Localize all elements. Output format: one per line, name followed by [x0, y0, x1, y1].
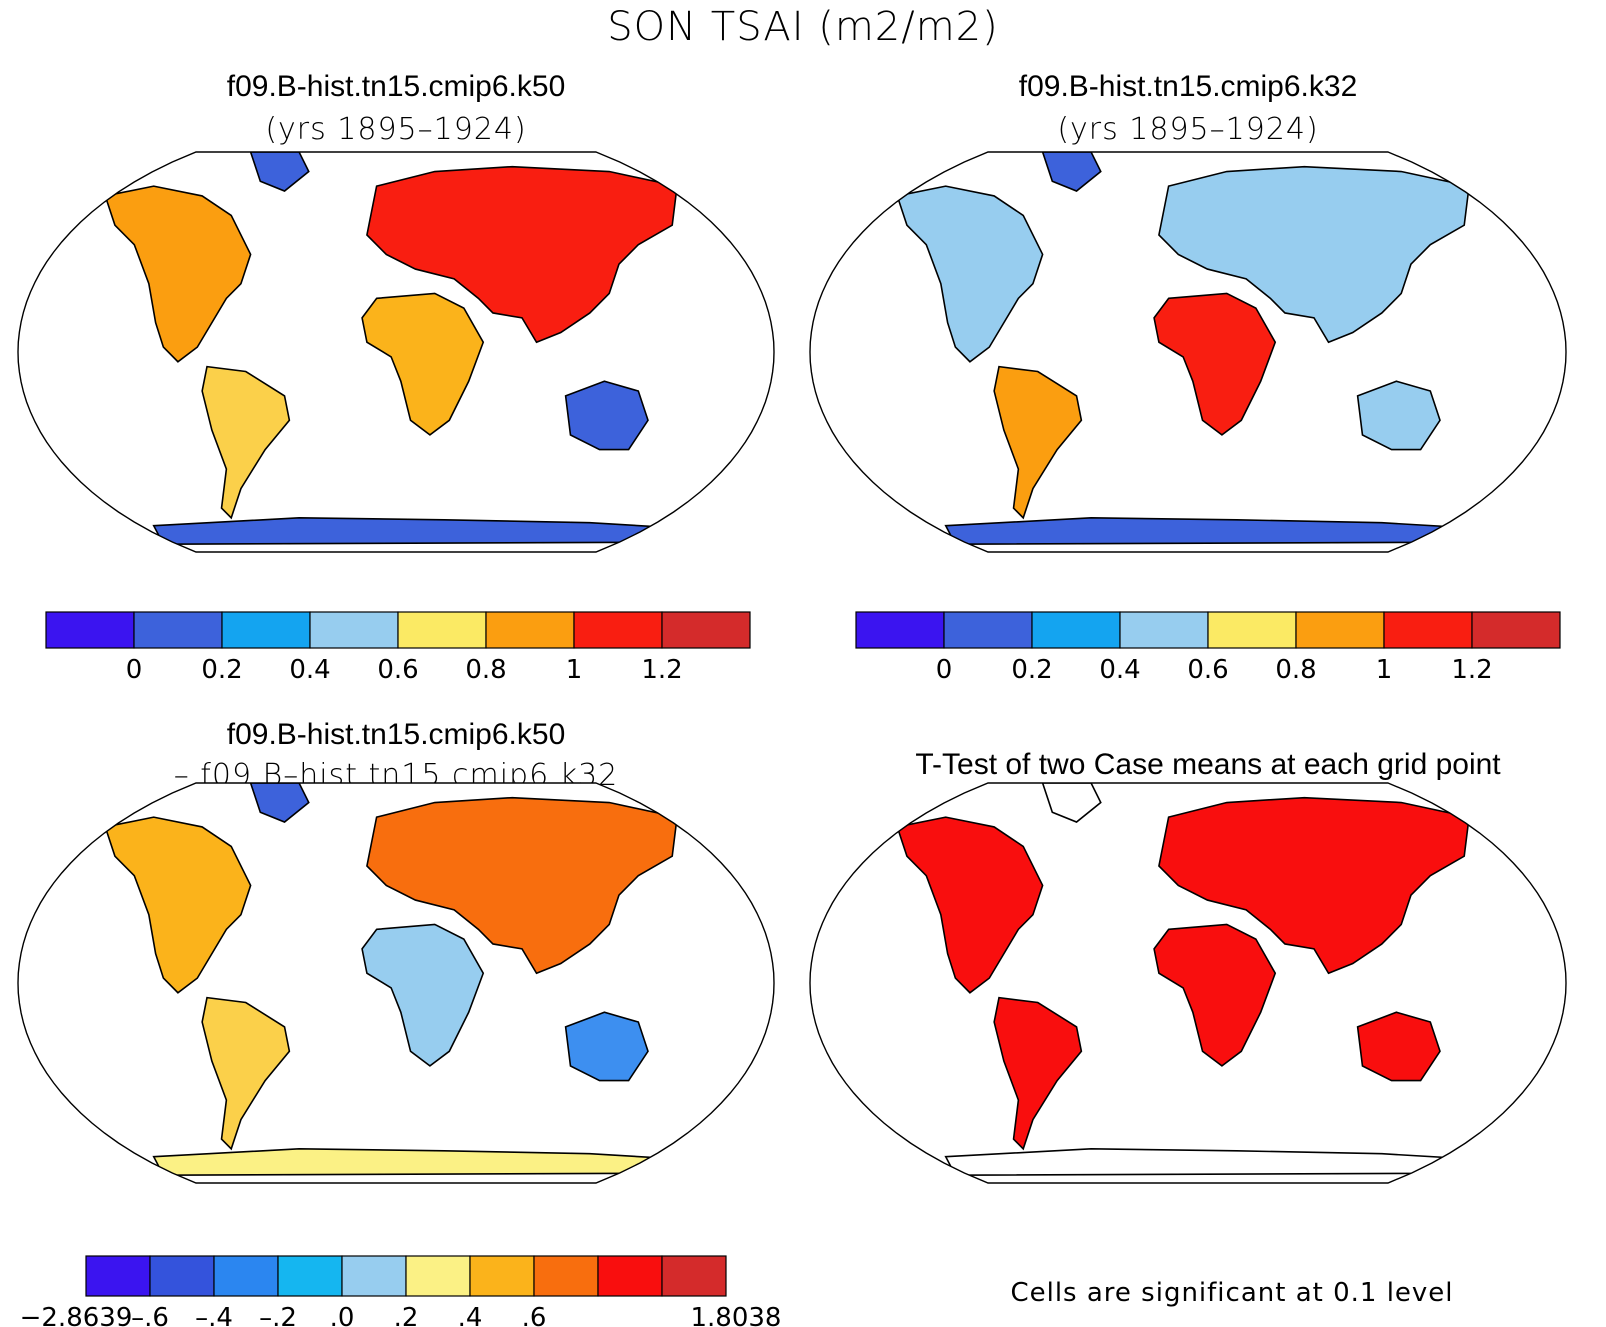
continent-greenland [249, 152, 310, 192]
colorbar-k50-swatch [45, 611, 135, 649]
map-panel-k50 [17, 151, 775, 553]
continent-sa [201, 996, 291, 1151]
panel-title-k50: f09.B-hist.tn15.cmip6.k50 [226, 70, 566, 103]
continent-greenland [249, 783, 310, 823]
colorbar-k32-tick-label: 0.4 [1099, 655, 1140, 685]
colorbar-k50-tick-label: 0.2 [201, 655, 242, 685]
continent-antarctica [944, 1148, 1467, 1177]
colorbar-k32: 0 0.2 0.4 0.6 0.8 1 1.2 [855, 611, 1561, 685]
map-outline-k50 [17, 151, 775, 553]
map-outline-ttest [809, 782, 1567, 1184]
continent-greenland [1041, 783, 1102, 823]
continent-greenland [1041, 152, 1102, 192]
colorbar-k50-tick-label: 0.8 [465, 655, 506, 685]
colorbar-diff-tick-label: .2 [394, 1303, 419, 1327]
panel-subtitle-k32: (yrs 1895–1924) [1057, 112, 1319, 147]
colorbar-k32-tick-label: 0.2 [1011, 655, 1052, 685]
continent-antarctica [944, 517, 1467, 546]
colorbar-k32-tick-label: 0 [936, 655, 953, 685]
colorbar-k50-swatch [573, 611, 663, 649]
colorbar-diff-tick-label: –.4 [195, 1303, 233, 1327]
colorbar-k50-swatch [397, 611, 487, 649]
colorbar-k32-swatch [1295, 611, 1385, 649]
colorbar-diff-swatch [277, 1255, 343, 1297]
continent-na [104, 816, 252, 994]
colorbar-k50: 0 0.2 0.4 0.6 0.8 1 1.2 [45, 611, 751, 685]
colorbar-k32-swatch [1031, 611, 1121, 649]
continent-australia [564, 1011, 649, 1082]
colorbar-k50-swatch [485, 611, 575, 649]
continent-eurasia [366, 796, 678, 975]
colorbar-diff-swatch [213, 1255, 279, 1297]
colorbar-diff-tick-label: –.6 [131, 1303, 169, 1327]
colorbar-k50-swatch [133, 611, 223, 649]
continent-australia [1356, 380, 1441, 451]
colorbar-diff-tick-label: .6 [522, 1303, 547, 1327]
colorbar-diff-swatch [149, 1255, 215, 1297]
colorbar-k32-swatch [943, 611, 1033, 649]
map-panel-ttest [809, 782, 1567, 1184]
colorbar-k32-tick-label: 1 [1376, 655, 1393, 685]
colorbar-diff-tick-label: .0 [330, 1303, 355, 1327]
panel-title-k32: f09.B-hist.tn15.cmip6.k32 [1018, 70, 1358, 103]
map-panel-k32 [809, 151, 1567, 553]
colorbar-k50-tick-label: 0.4 [289, 655, 330, 685]
colorbar-k50-tick-label: 1 [566, 655, 583, 685]
colorbar-diff-swatch [405, 1255, 471, 1297]
continent-na [104, 185, 252, 363]
continent-na [896, 185, 1044, 363]
colorbar-diff-tick-label: .4 [458, 1303, 483, 1327]
continent-australia [564, 380, 649, 451]
map-panel-diff [17, 782, 775, 1184]
continent-africa [361, 923, 485, 1067]
colorbar-k50-tick-label: 0 [126, 655, 143, 685]
continent-africa [361, 292, 485, 436]
colorbar-k32-tick-label: 1.2 [1451, 655, 1492, 685]
colorbar-k32-tick-label: 0.6 [1187, 655, 1228, 685]
colorbar-k32-swatch [855, 611, 945, 649]
map-outline-diff [17, 782, 775, 1184]
colorbar-k50-swatch [221, 611, 311, 649]
colorbar-k32-swatch [1471, 611, 1561, 649]
figure-title: SON TSAI (m2/m2) [607, 4, 999, 50]
colorbar-diff-swatch [469, 1255, 535, 1297]
colorbar-diff-swatch [85, 1255, 151, 1297]
continent-eurasia [1158, 796, 1470, 975]
continent-antarctica [152, 517, 675, 546]
continent-sa [993, 996, 1083, 1151]
colorbar-diff: −2.8639–.6 –.4 –.2 .0 .2 .4 .6 1.8038 [20, 1255, 782, 1327]
colorbar-k50-tick-label: 0.6 [377, 655, 418, 685]
continent-eurasia [1158, 165, 1470, 344]
colorbar-diff-swatch [533, 1255, 599, 1297]
continent-sa [993, 365, 1083, 520]
colorbar-k32-swatch [1207, 611, 1297, 649]
colorbar-diff-swatch [597, 1255, 663, 1297]
panel-title-diff: f09.B-hist.tn15.cmip6.k50 [226, 718, 566, 751]
footnote: Cells are significant at 0.1 level [1010, 1278, 1454, 1308]
colorbar-diff-swatch [661, 1255, 727, 1297]
colorbar-k50-swatch [661, 611, 751, 649]
continent-na [896, 816, 1044, 994]
colorbar-diff-tick-label: −2.8639 [20, 1303, 133, 1327]
continent-eurasia [366, 165, 678, 344]
colorbar-k50-tick-label: 1.2 [641, 655, 682, 685]
colorbar-k32-tick-label: 0.8 [1275, 655, 1316, 685]
panel-subtitle-k50: (yrs 1895–1924) [265, 112, 527, 147]
colorbar-diff-tick-label: 1.8038 [691, 1303, 782, 1327]
continent-africa [1153, 292, 1277, 436]
colorbar-k50-swatch [309, 611, 399, 649]
colorbar-diff-tick-label: –.2 [259, 1303, 297, 1327]
continent-africa [1153, 923, 1277, 1067]
continent-antarctica [152, 1148, 675, 1177]
colorbar-k32-swatch [1119, 611, 1209, 649]
panel-title-ttest: T-Test of two Case means at each grid po… [915, 748, 1501, 781]
colorbar-k32-swatch [1383, 611, 1473, 649]
continent-sa [201, 365, 291, 520]
map-outline-k32 [809, 151, 1567, 553]
colorbar-diff-swatch [341, 1255, 407, 1297]
continent-australia [1356, 1011, 1441, 1082]
